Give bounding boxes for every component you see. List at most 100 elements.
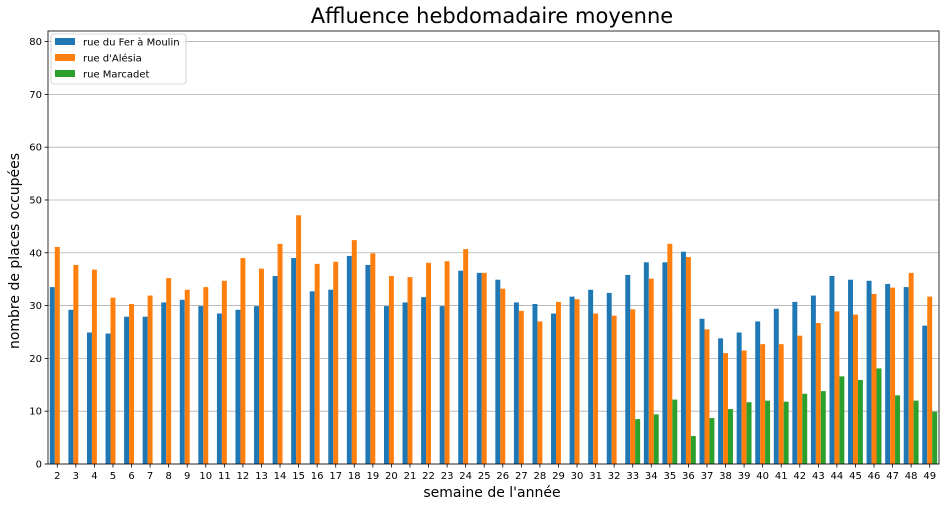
x-tick-label-17: 17 [329,471,342,482]
x-tick-label-4: 4 [91,471,97,482]
x-tick-label-48: 48 [905,471,918,482]
bar-1-4 [91,269,97,464]
chart-title: Affluence hebdomadaire moyenne [311,4,673,28]
bar-0-10 [198,306,204,464]
bar-1-45 [852,314,858,464]
bar-2-48 [913,400,919,464]
y-tick-label-20: 20 [29,354,42,365]
bar-1-40 [760,344,766,464]
x-tick-label-32: 32 [608,471,621,482]
bar-1-33 [630,309,636,464]
bar-1-15 [296,215,302,464]
x-tick-label-24: 24 [459,471,472,482]
bar-1-17 [333,261,339,464]
bar-2-42 [802,393,808,464]
x-tick-label-26: 26 [496,471,509,482]
x-tick-label-8: 8 [165,471,171,482]
bar-0-30 [569,296,575,464]
bar-1-25 [481,272,487,464]
bar-1-31 [593,313,599,464]
bar-1-47 [890,287,896,464]
bar-1-14 [277,243,283,464]
bar-0-8 [161,302,167,464]
bar-1-11 [221,280,227,464]
bar-0-27 [513,302,519,464]
x-tick-label-15: 15 [292,471,305,482]
legend-label-0: rue du Fer à Moulin [83,37,180,49]
bar-1-24 [463,249,469,464]
bar-0-43 [810,295,816,464]
bar-1-12 [240,258,246,464]
bar-2-34 [653,414,659,464]
bar-0-41 [773,308,779,464]
bar-0-22 [421,297,427,464]
x-tick-label-25: 25 [478,471,491,482]
bar-2-46 [876,368,882,464]
series-1 [54,215,933,464]
bar-0-48 [903,287,909,464]
bar-1-18 [351,240,357,464]
bar-1-19 [370,253,376,464]
bar-1-20 [388,276,394,464]
bar-1-8 [166,278,172,464]
x-tick-label-43: 43 [812,471,825,482]
x-tick-label-3: 3 [73,471,79,482]
bar-0-26 [495,279,501,464]
x-tick-label-47: 47 [886,471,899,482]
bar-1-30 [574,299,580,464]
bar-0-14 [272,276,278,464]
bar-1-49 [927,296,933,464]
legend-label-2: rue Marcadet [83,70,150,81]
bar-0-2 [49,287,55,464]
x-tick-label-14: 14 [274,471,287,482]
grid [48,41,939,465]
x-tick-label-28: 28 [534,471,547,482]
x-tick-label-11: 11 [218,471,231,482]
x-tick-label-22: 22 [422,471,435,482]
bar-0-40 [755,321,761,464]
bar-0-42 [792,301,798,464]
legend-swatch-0 [55,38,75,45]
x-tick-label-37: 37 [701,471,714,482]
x-tick-label-19: 19 [366,471,379,482]
series-2 [635,368,938,464]
x-tick-label-6: 6 [128,471,134,482]
x-tick-label-39: 39 [738,471,751,482]
bar-1-27 [518,310,524,464]
bar-1-43 [815,323,821,464]
bar-0-31 [588,289,594,464]
x-tick-label-40: 40 [756,471,769,482]
bar-0-20 [383,306,389,464]
x-tick-label-21: 21 [404,471,417,482]
y-axis-title: nombre de places occupées [7,153,23,349]
x-tick-label-18: 18 [348,471,361,482]
bar-1-6 [129,304,135,464]
bar-0-12 [235,309,241,464]
bar-2-45 [857,380,863,464]
bar-0-35 [662,262,668,464]
bar-1-21 [407,277,413,464]
x-tick-label-29: 29 [552,471,565,482]
x-tick-label-49: 49 [923,471,936,482]
bar-1-7 [147,295,153,464]
legend-box [50,33,187,85]
bar-0-44 [829,276,835,464]
x-tick-label-9: 9 [184,471,190,482]
bar-0-5 [105,333,111,464]
bar-0-49 [922,325,928,464]
bar-0-9 [179,299,185,464]
bar-1-44 [834,311,840,464]
x-tick-label-13: 13 [255,471,268,482]
x-tick-label-44: 44 [831,471,844,482]
y-tick-label-80: 80 [29,37,42,48]
y-tick-label-60: 60 [29,143,42,154]
x-tick-label-41: 41 [775,471,788,482]
bar-1-35 [667,243,673,464]
x-tick-label-30: 30 [571,471,584,482]
x-tick-label-2: 2 [54,471,60,482]
x-axis-title: semaine de l'année [423,485,560,501]
bar-0-46 [866,280,872,464]
bar-1-26 [500,288,506,464]
bar-2-44 [839,376,845,464]
